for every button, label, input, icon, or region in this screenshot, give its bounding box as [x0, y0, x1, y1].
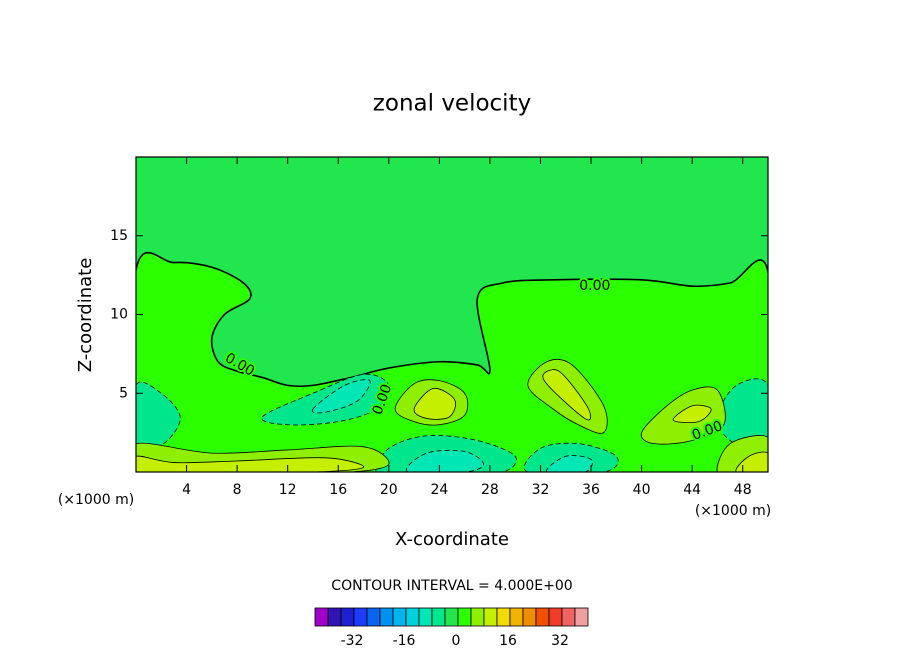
x-tick-label: 4	[182, 482, 191, 498]
colorbar-tick-label: -16	[393, 633, 416, 649]
colorbar-tick-label: 0	[452, 633, 461, 649]
x-tick-label: 40	[633, 482, 651, 498]
chart-title: zonal velocity	[373, 91, 531, 117]
colorbar-tick-label: 32	[551, 633, 569, 649]
colorbar-box	[379, 607, 394, 627]
contour-label: 0.00	[579, 278, 610, 294]
contour-region	[413, 387, 456, 420]
colorbar-box	[509, 607, 524, 627]
contour-region	[405, 449, 485, 472]
x-tick-label: 24	[430, 482, 448, 498]
colorbar-box	[418, 607, 433, 627]
colorbar-box	[470, 607, 485, 627]
colorbar-tick-label: 16	[499, 633, 517, 649]
colorbar-box	[314, 607, 329, 627]
x-tick-label: 48	[734, 482, 752, 498]
y-tick-label: 15	[110, 228, 128, 244]
colorbar-box	[483, 607, 498, 627]
contour-region	[546, 455, 593, 472]
contour-region	[735, 451, 768, 472]
x-tick-label: 32	[532, 482, 550, 498]
x-unit-label: (×1000 m)	[58, 492, 134, 508]
x-tick-label: 44	[683, 482, 701, 498]
colorbar-box	[522, 607, 537, 627]
colorbar-box	[431, 607, 446, 627]
x-tick-label: 20	[380, 482, 398, 498]
x-unit-label: (×1000 m)	[695, 503, 771, 519]
contour-region	[542, 369, 592, 421]
x-tick-label: 16	[329, 482, 347, 498]
x-tick-label: 28	[481, 482, 499, 498]
colorbar-tick-label: -32	[341, 633, 364, 649]
colorbar-box	[405, 607, 420, 627]
colorbar-box	[327, 607, 342, 627]
colorbar-box	[366, 607, 381, 627]
x-tick-label: 8	[233, 482, 242, 498]
colorbar-box	[353, 607, 368, 627]
colorbar-box	[561, 607, 576, 627]
contour-interval: CONTOUR INTERVAL = 4.000E+00	[331, 578, 572, 594]
y-tick-label: 5	[119, 385, 128, 401]
x-tick-label: 12	[279, 482, 297, 498]
contour-region	[136, 455, 364, 472]
x-axis-label: X-coordinate	[395, 529, 509, 550]
colorbar-box	[574, 607, 589, 627]
colorbar-box	[535, 607, 550, 627]
colorbar-box	[444, 607, 459, 627]
y-tick-label: 10	[110, 307, 128, 323]
contour-region	[672, 404, 712, 424]
colorbar-box	[548, 607, 563, 627]
plot-area: 0.000.000.000.00	[136, 157, 768, 472]
y-axis-label: Z-coordinate	[75, 258, 96, 373]
colorbar-box	[392, 607, 407, 627]
colorbar-box	[457, 607, 472, 627]
x-tick-label: 36	[582, 482, 600, 498]
contour-region	[311, 379, 371, 414]
colorbar-box	[496, 607, 511, 627]
colorbar-box	[340, 607, 355, 627]
